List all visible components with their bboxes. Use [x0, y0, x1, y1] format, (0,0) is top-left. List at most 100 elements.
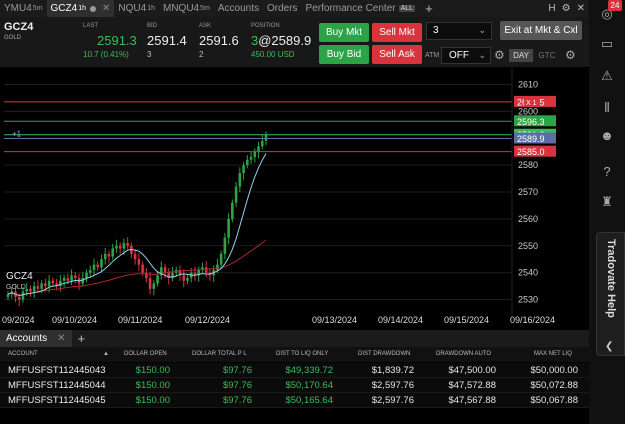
y-tick-label: 2560 — [518, 214, 538, 224]
candle-body — [74, 275, 77, 279]
candle-body — [96, 264, 100, 268]
col-account[interactable]: ACCOUNT — [8, 351, 38, 357]
col-max-net-liq[interactable]: MAX NET LIQ — [534, 351, 572, 357]
chart-symbol-name: GOLD — [6, 284, 26, 291]
cancel-order-icon — [524, 96, 540, 107]
table-row[interactable]: MFFUSFST112445043 $150.00 $97.76 $49,339.72… — [0, 363, 589, 378]
tab-ymu4[interactable]: YMU4 5m — [0, 0, 47, 17]
gear-icon[interactable]: ⚙ — [561, 3, 571, 14]
sell-mkt-button[interactable]: Sell Mkt — [372, 23, 422, 42]
position-qty: 3 — [251, 33, 259, 48]
tab-mnqu4[interactable]: MNQU4 5m — [159, 0, 214, 17]
candle-body — [100, 259, 103, 268]
tab-orders[interactable]: Orders — [263, 0, 302, 17]
users-icon[interactable]: ☻ — [600, 128, 614, 143]
table-cell: MFFUSFST112445045 — [8, 395, 106, 406]
gtc-button[interactable]: GTC — [538, 51, 556, 60]
tab-performance-center[interactable]: Performance Center ALL — [302, 0, 420, 17]
candle-body — [148, 278, 152, 289]
add-tab-icon[interactable]: + — [425, 1, 433, 16]
col-dist-drawdown[interactable]: DIST DRAWDOWN — [358, 351, 411, 357]
price-chart[interactable]: 25302540255025602570258025902600261009/2… — [0, 67, 589, 330]
candle-body — [219, 253, 223, 265]
bid-price: 2591.4 — [147, 33, 187, 48]
add-tab-icon[interactable]: + — [77, 331, 86, 346]
buy-mkt-button[interactable]: Buy Mkt — [319, 23, 369, 42]
tab-interval: 5m — [200, 5, 210, 12]
exit-at-mkt-button[interactable]: Exit at Mkt & Cxl — [500, 21, 582, 40]
candle-body — [137, 259, 141, 265]
atm-label: ATM — [425, 52, 440, 59]
candle-body — [193, 272, 197, 276]
ask-size: 2 — [199, 50, 204, 59]
col-drawdown-auto[interactable]: DRAWDOWN AUTO — [436, 351, 491, 357]
unsaved-dot-icon — [90, 5, 96, 12]
candle-body — [103, 253, 107, 260]
col-dollar-total-pl[interactable]: DOLLAR TOTAL P L — [192, 351, 247, 357]
table-cell: $97.76 — [222, 395, 252, 406]
candle-body — [178, 269, 182, 276]
position-tag-label: +1 — [12, 129, 22, 138]
candle-body — [66, 278, 70, 281]
y-tick-label: 2570 — [518, 187, 538, 197]
atm-gear-icon[interactable]: ⚙ — [494, 48, 505, 62]
candle-body — [92, 264, 96, 270]
candle-body — [204, 267, 208, 273]
x-tick-label: 09/10/2024 — [52, 315, 97, 325]
candle-body — [25, 288, 28, 292]
bars-icon[interactable]: ⦀ — [604, 100, 610, 115]
sell-ask-button[interactable]: Sell Ask — [372, 45, 422, 64]
notification-badge[interactable]: 24 — [608, 0, 622, 11]
ask-price: 2591.6 — [199, 33, 239, 48]
table-cell: $50,165.64 — [285, 395, 333, 406]
candle-body — [62, 278, 66, 281]
chat-icon[interactable]: ▭ — [600, 36, 614, 51]
sort-up-icon[interactable]: ▲ — [103, 351, 109, 357]
alert-icon[interactable]: ⚠ — [601, 68, 613, 83]
candle-body — [36, 286, 40, 289]
candle-body — [21, 291, 25, 300]
window-h-button[interactable]: H — [548, 3, 556, 14]
candle-body — [186, 278, 189, 281]
atm-select[interactable]: OFF ⌄ — [441, 47, 491, 64]
tab-nqu4[interactable]: NQU4 1h — [114, 0, 159, 17]
y-tick-label: 2540 — [518, 268, 538, 278]
chevron-down-icon[interactable]: ⌄ — [478, 50, 486, 60]
position-price: @2589.9 — [258, 33, 312, 48]
help-icon[interactable]: ? — [603, 164, 611, 179]
tab-label: MNQU4 — [162, 3, 200, 14]
buy-bid-button[interactable]: Buy Bid — [319, 45, 369, 64]
chevron-left-icon[interactable]: ❮ — [605, 341, 614, 352]
tab-gcz4[interactable]: GCZ4 1h ✕ — [46, 0, 115, 17]
order-tag-label: X 1 — [526, 100, 537, 107]
x-tick-label: 09/15/2024 — [444, 315, 489, 325]
trophy-icon[interactable]: ♜ — [601, 194, 613, 209]
col-dollar-open[interactable]: DOLLAR OPEN — [124, 351, 167, 357]
table-cell: $50,170.64 — [285, 380, 333, 391]
table-cell: $2,597.76 — [371, 395, 414, 406]
atm-value: OFF — [449, 50, 469, 61]
close-window-icon[interactable]: ✕ — [576, 3, 585, 14]
y-tick-label: 2600 — [518, 106, 538, 116]
globe-icon[interactable]: ◎ — [601, 6, 613, 21]
price-tag-bg — [514, 132, 556, 144]
chevron-down-icon[interactable]: ⌄ — [478, 25, 486, 35]
table-row[interactable]: MFFUSFST112445045 $150.00 $97.76 $50,165.64… — [0, 393, 589, 408]
tab-accounts[interactable]: Accounts — [214, 0, 263, 17]
all-badge[interactable]: ALL — [398, 5, 416, 12]
col-dist-to-liq[interactable]: DIST TO LIQ ONLY — [276, 351, 329, 357]
tradovate-help-tab[interactable]: Tradovate Help ❮ — [596, 232, 625, 356]
close-tab-icon[interactable]: ✕ — [57, 333, 66, 344]
quote-symbol-name: GOLD — [4, 35, 22, 41]
tab-accounts-panel[interactable]: Accounts ✕ — [0, 330, 72, 347]
candle-body — [223, 237, 227, 254]
table-row[interactable]: MFFUSFST112445044 $150.00 $97.76 $50,170.64… — [0, 378, 589, 393]
close-tab-icon[interactable]: ✕ — [102, 3, 111, 14]
tif-gear-icon[interactable]: ⚙ — [565, 48, 576, 62]
quantity-input[interactable]: 3 ⌄ — [426, 22, 492, 40]
day-button[interactable]: DAY — [509, 49, 533, 62]
chart-svg[interactable]: 25302540255025602570258025902600261009/2… — [0, 67, 589, 330]
accounts-table-header: ACCOUNT ▲ DOLLAR OPEN DOLLAR TOTAL P L D… — [0, 347, 589, 362]
last-price: 2591.3 — [97, 33, 137, 48]
y-tick-label: 2580 — [518, 160, 538, 170]
